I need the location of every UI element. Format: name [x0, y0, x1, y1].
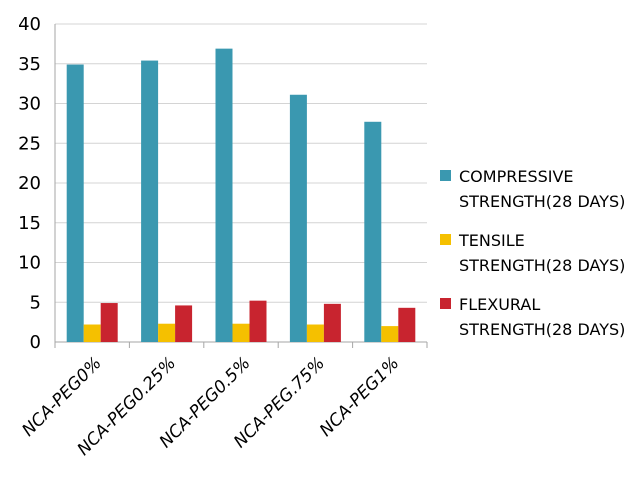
y-tick-label: 10: [18, 253, 41, 274]
bar: [158, 323, 176, 342]
y-tick-label: 25: [18, 133, 41, 154]
bar: [215, 48, 233, 343]
bar: [398, 307, 416, 342]
legend-swatch-flexural: [440, 298, 451, 309]
bar: [364, 121, 382, 342]
bar: [141, 60, 159, 342]
legend-item-flexural: FLEXURAL STRENGTH(28 DAYS): [440, 292, 640, 342]
y-tick-label: 35: [18, 54, 41, 75]
legend-item-compressive: COMPRESSIVE STRENGTH(28 DAYS): [440, 164, 640, 214]
legend: COMPRESSIVE STRENGTH(28 DAYS) TENSILE ST…: [440, 164, 640, 356]
bar: [100, 303, 118, 342]
bar: [232, 323, 250, 342]
bar: [175, 305, 193, 342]
legend-swatch-compressive: [440, 170, 451, 181]
y-tick-label: 20: [18, 173, 41, 194]
y-tick-label: 30: [18, 94, 41, 115]
y-tick-label: 40: [18, 14, 41, 35]
y-tick-label: 5: [30, 292, 41, 313]
bar: [306, 324, 324, 342]
bar: [66, 64, 84, 343]
bar: [381, 326, 399, 342]
legend-label-flexural: FLEXURAL STRENGTH(28 DAYS): [459, 295, 626, 339]
y-tick-label: 0: [30, 332, 41, 353]
x-category-label: NCA-PEG1%: [316, 353, 403, 440]
legend-label-tensile: TENSILE STRENGTH(28 DAYS): [459, 231, 626, 275]
y-tick-label: 15: [18, 213, 41, 234]
bar: [249, 300, 267, 342]
bar: [83, 324, 101, 342]
legend-swatch-tensile: [440, 234, 451, 245]
bar: [289, 94, 307, 342]
legend-label-compressive: COMPRESSIVE STRENGTH(28 DAYS): [459, 167, 626, 211]
bar: [323, 303, 341, 342]
legend-item-tensile: TENSILE STRENGTH(28 DAYS): [440, 228, 640, 278]
